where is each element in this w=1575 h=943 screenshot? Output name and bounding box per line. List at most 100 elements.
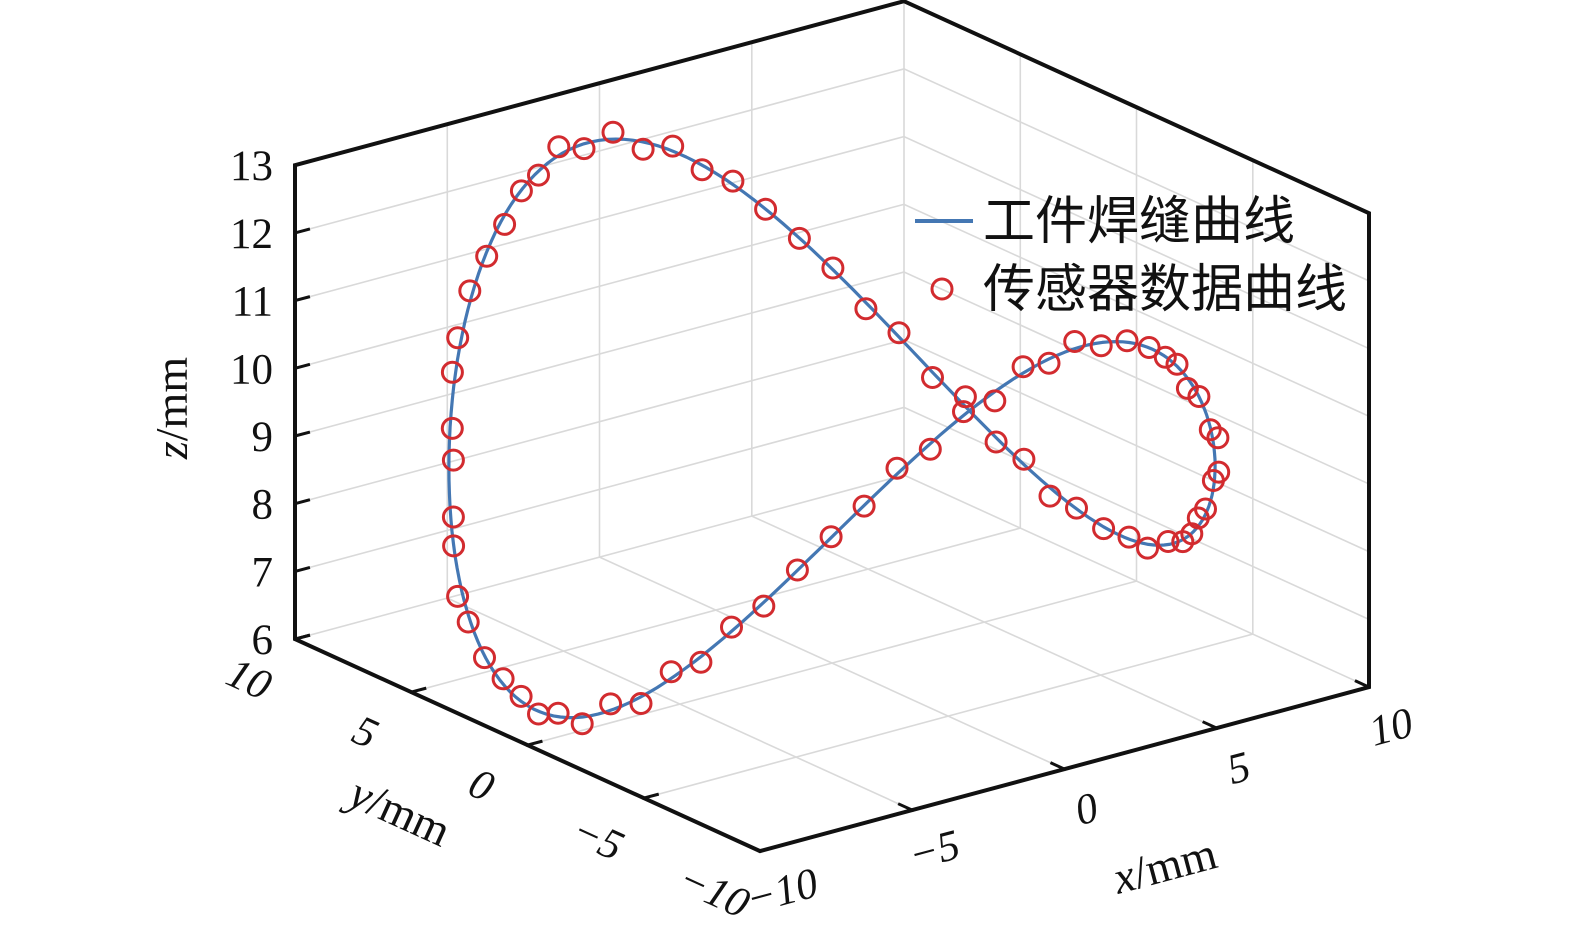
sensor-marker	[1206, 426, 1230, 450]
sensor-marker	[527, 163, 550, 187]
z-tick-label: 8	[252, 482, 274, 529]
box-back-edges	[294, 0, 1371, 689]
z-tick-label: 12	[230, 211, 273, 258]
sensor-marker	[1012, 447, 1036, 471]
sensor-marker	[1198, 418, 1222, 442]
sensor-marker	[1136, 536, 1159, 560]
z-tick	[293, 430, 311, 438]
z-tick-label: 9	[252, 414, 274, 461]
sensor-marker	[1187, 385, 1211, 408]
sensor-marker	[819, 525, 843, 549]
x-tick-label: 10	[1364, 699, 1418, 756]
sensor-marker	[1137, 336, 1161, 359]
y-tick-label: −10	[671, 855, 756, 928]
x-tick	[1049, 761, 1067, 772]
y-tick-label: −5	[565, 807, 630, 871]
y-tick	[293, 633, 311, 641]
z-tick	[293, 498, 311, 506]
sensor-marker	[921, 366, 944, 389]
legend: 工件焊缝曲线 传感器数据曲线	[915, 194, 1347, 319]
sensor-marker	[1153, 345, 1177, 369]
sensor-marker	[1011, 355, 1035, 379]
grid-line-y-floor	[642, 633, 1254, 800]
x-axis-label: x/mm	[1107, 827, 1223, 904]
sensor-marker	[752, 594, 776, 618]
y-tick-label: 0	[462, 760, 501, 812]
sensor-marker	[1165, 352, 1189, 376]
x-tick	[897, 802, 915, 813]
z-axis-var: z	[146, 441, 197, 460]
y-axis-unit: /mm	[361, 775, 459, 856]
sensor-marker	[1092, 517, 1116, 541]
sensor-marker	[1038, 484, 1062, 508]
x-tick	[1202, 720, 1219, 731]
sensor-marker	[547, 135, 571, 159]
sensor-marker	[854, 297, 878, 321]
legend-label-weld-curve: 工件焊缝曲线	[983, 194, 1295, 251]
sensor-marker	[754, 197, 778, 221]
z-tick	[293, 565, 311, 574]
x-tick-label: −10	[741, 860, 823, 924]
sensor-marker	[1117, 525, 1141, 549]
z-tick-label: 11	[232, 279, 273, 326]
sensor-marker	[440, 360, 464, 384]
sensor-marker	[546, 701, 570, 725]
sensor-marker	[509, 684, 533, 708]
sensor-marker	[629, 692, 653, 715]
sensor-marker	[918, 437, 942, 461]
x-tick-label: −5	[904, 821, 965, 879]
grid-line-y-floor	[410, 527, 1022, 694]
sensor-marker	[689, 650, 713, 674]
z-tick-label: 6	[252, 617, 274, 664]
sensor-marker	[572, 137, 596, 161]
sensor-marker	[1171, 530, 1195, 554]
sensor-marker	[852, 494, 876, 518]
sensor-marker	[1037, 351, 1061, 375]
z-tick	[293, 295, 311, 303]
back-edge-floor-left	[294, 474, 905, 641]
x-tick-label: 0	[1070, 784, 1103, 835]
grid-line-y-floor	[526, 580, 1138, 747]
sensor-marker	[493, 212, 517, 236]
x-tick-label: 5	[1222, 743, 1255, 794]
sensor-marker	[952, 400, 975, 424]
z-tick	[293, 227, 311, 235]
y-tick-label: 5	[346, 707, 385, 759]
y-axis-label: y/mm	[338, 765, 458, 857]
sensor-marker	[661, 134, 685, 158]
sensor-marker	[599, 692, 623, 716]
sensor-marker	[446, 584, 470, 608]
z-tick	[293, 362, 311, 371]
sensor-marker	[785, 558, 809, 582]
sensor-marker	[953, 385, 977, 409]
sensor-marker	[1156, 530, 1180, 553]
y-tick	[525, 739, 543, 747]
back-edge-floor-right	[902, 474, 1371, 689]
sensor-marker	[690, 158, 714, 182]
sensor-marker	[1201, 469, 1225, 492]
sensor-marker	[440, 416, 464, 440]
z-axis-unit: /mm	[146, 357, 197, 442]
sensor-marker	[720, 615, 743, 639]
z-tick-label: 10	[230, 346, 273, 393]
sensor-marker	[983, 389, 1007, 413]
sensor-marker	[441, 448, 465, 472]
sensor-marker	[441, 505, 465, 529]
legend-open-circle-marker	[930, 277, 954, 301]
sensor-marker	[1065, 496, 1088, 520]
x-tick	[1354, 679, 1371, 690]
sensor-marker	[885, 456, 909, 480]
sensor-marker	[458, 279, 482, 303]
sensor-marker	[442, 534, 466, 558]
sensor-marker	[721, 169, 745, 193]
z-tick-label: 13	[230, 143, 273, 190]
sensor-marker	[475, 244, 499, 268]
sensor-marker	[887, 321, 911, 345]
sensor-marker	[446, 326, 470, 350]
sensor-marker	[473, 646, 496, 670]
legend-label-sensor-curve: 传感器数据曲线	[983, 262, 1347, 319]
sensor-marker	[659, 660, 683, 684]
z-tick-label: 7	[252, 549, 274, 596]
